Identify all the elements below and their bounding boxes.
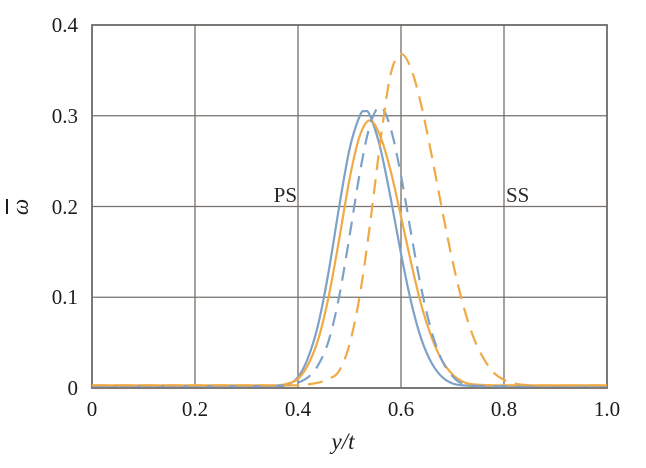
- xtick-label-0: 0: [86, 397, 98, 421]
- xtick-label-0.8: 0.8: [490, 397, 518, 421]
- series-curve-dashed-orange: [92, 52, 608, 387]
- ytick-label-0.1: 0.1: [51, 285, 78, 309]
- annotation-suction-side: SS: [506, 183, 530, 207]
- xtick-label-0.4: 0.4: [284, 397, 312, 421]
- ytick-label-0.2: 0.2: [51, 195, 78, 219]
- omega-glyph: ω: [7, 198, 33, 216]
- xtick-label-0.6: 0.6: [387, 397, 415, 421]
- plot-border: [91, 24, 608, 389]
- ytick-label-0.4: 0.4: [51, 13, 78, 37]
- x-axis-title: y/t: [331, 429, 355, 454]
- series-curve-solid-blue: [91, 109, 607, 388]
- xtick-label-0.2: 0.2: [181, 397, 209, 421]
- xtick-label-1.0: 1.0: [593, 397, 621, 421]
- y-axis-title: ω: [1, 185, 37, 229]
- annotation-pressure-side: PS: [273, 183, 297, 207]
- ytick-label-0: 0: [67, 376, 79, 400]
- ytick-label-0.3: 0.3: [51, 104, 78, 128]
